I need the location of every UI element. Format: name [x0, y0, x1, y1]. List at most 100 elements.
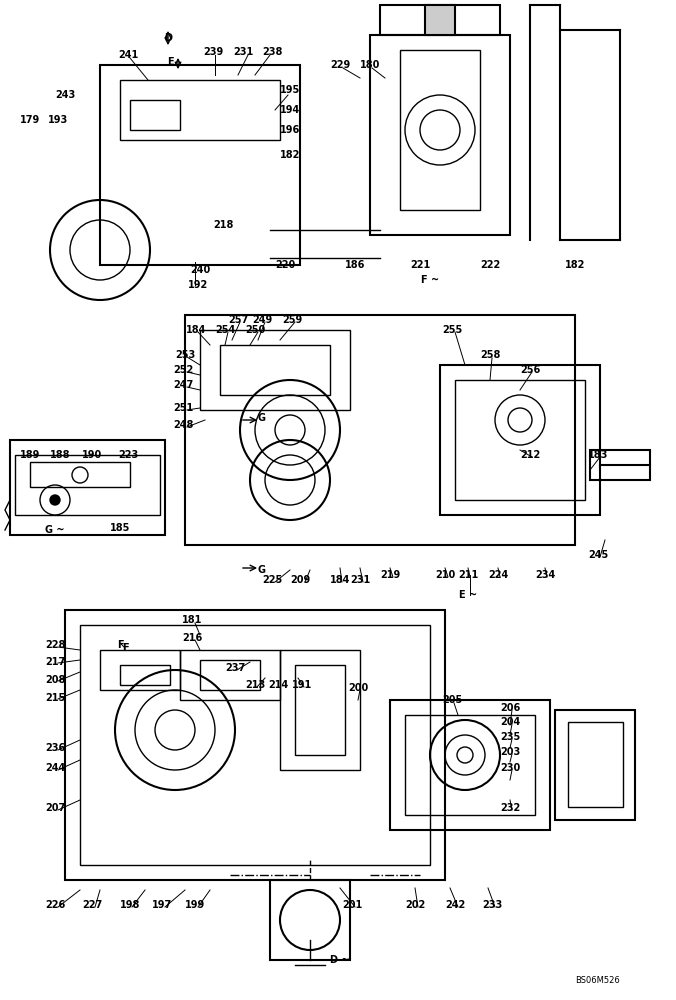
Text: 179: 179 [20, 115, 40, 125]
Text: 213: 213 [245, 680, 265, 690]
Text: 252: 252 [173, 365, 193, 375]
Text: 197: 197 [152, 900, 172, 910]
Text: 190: 190 [82, 450, 102, 460]
Text: 242: 242 [445, 900, 465, 910]
Text: 225: 225 [262, 575, 282, 585]
Text: 258: 258 [480, 350, 500, 360]
Text: 231: 231 [233, 47, 253, 57]
Text: 191: 191 [292, 680, 312, 690]
Text: 182: 182 [565, 260, 585, 270]
Text: 200: 200 [348, 683, 368, 693]
Bar [390, 700, 550, 830]
Text: 181: 181 [182, 615, 202, 625]
Text: 231: 231 [350, 575, 370, 585]
Bar [220, 345, 330, 395]
Text: 253: 253 [175, 350, 195, 360]
Bar [130, 100, 180, 130]
Text: 257: 257 [228, 315, 248, 325]
Text: 193: 193 [48, 115, 68, 125]
Text: 238: 238 [262, 47, 282, 57]
Text: 222: 222 [480, 260, 500, 270]
Text: 227: 227 [82, 900, 102, 910]
Bar [400, 50, 480, 210]
Bar [425, 5, 455, 35]
Text: 243: 243 [55, 90, 75, 100]
Text: 185: 185 [110, 523, 130, 533]
Text: 212: 212 [520, 450, 540, 460]
Text: 184: 184 [330, 575, 350, 585]
Text: G: G [258, 565, 266, 575]
Text: F: F [122, 643, 128, 653]
Text: 230: 230 [500, 763, 520, 773]
Bar [380, 5, 500, 35]
Bar [440, 365, 600, 515]
Text: D ~: D ~ [331, 955, 349, 965]
Text: 228: 228 [45, 640, 65, 650]
Text: 220: 220 [275, 260, 295, 270]
Text: 247: 247 [173, 380, 193, 390]
Text: 203: 203 [500, 747, 520, 757]
Text: 192: 192 [188, 280, 208, 290]
Text: 251: 251 [173, 403, 193, 413]
Bar [405, 715, 535, 815]
Bar [180, 650, 280, 700]
Text: 244: 244 [45, 763, 65, 773]
Text: 234: 234 [535, 570, 555, 580]
Bar [270, 880, 350, 960]
Bar [10, 440, 165, 535]
Text: 226: 226 [45, 900, 65, 910]
Text: 237: 237 [225, 663, 245, 673]
Bar [185, 315, 575, 545]
Text: 184: 184 [186, 325, 206, 335]
Text: 189: 189 [20, 450, 40, 460]
Text: 186: 186 [345, 260, 365, 270]
Bar [120, 665, 170, 685]
Text: 217: 217 [45, 657, 65, 667]
Text: 254: 254 [215, 325, 235, 335]
Bar [200, 330, 350, 410]
Text: 256: 256 [520, 365, 540, 375]
Bar [30, 462, 130, 487]
Text: 180: 180 [360, 60, 380, 70]
Bar [280, 650, 360, 770]
Text: G ~: G ~ [45, 525, 65, 535]
Text: 250: 250 [245, 325, 265, 335]
Text: 182: 182 [280, 150, 300, 160]
Text: 205: 205 [442, 695, 462, 705]
Text: 233: 233 [482, 900, 502, 910]
Text: 210: 210 [435, 570, 455, 580]
Text: 236: 236 [45, 743, 65, 753]
Bar [295, 665, 345, 755]
Text: 211: 211 [458, 570, 478, 580]
Text: 229: 229 [330, 60, 350, 70]
Bar [120, 80, 280, 140]
Text: 188: 188 [50, 450, 70, 460]
Text: 245: 245 [588, 550, 608, 560]
Text: 224: 224 [488, 570, 508, 580]
Text: 202: 202 [405, 900, 425, 910]
Text: 219: 219 [380, 570, 400, 580]
Bar [555, 710, 635, 820]
Text: 208: 208 [45, 675, 65, 685]
Text: E: E [167, 57, 173, 67]
Text: 198: 198 [120, 900, 140, 910]
Text: 199: 199 [185, 900, 205, 910]
Text: 214: 214 [268, 680, 288, 690]
Bar [590, 450, 650, 480]
Bar [15, 455, 160, 515]
Text: 196: 196 [280, 125, 300, 135]
Text: 232: 232 [500, 803, 520, 813]
Text: 249: 249 [252, 315, 272, 325]
Text: 194: 194 [280, 105, 300, 115]
Text: F ~: F ~ [421, 275, 439, 285]
Text: 201: 201 [342, 900, 362, 910]
Text: 223: 223 [118, 450, 138, 460]
Bar [65, 610, 445, 880]
Text: BS06M526: BS06M526 [575, 976, 620, 985]
Text: 215: 215 [45, 693, 65, 703]
Text: 204: 204 [500, 717, 520, 727]
Text: 216: 216 [182, 633, 202, 643]
Text: F: F [117, 640, 123, 650]
Circle shape [50, 495, 60, 505]
Text: 207: 207 [45, 803, 65, 813]
